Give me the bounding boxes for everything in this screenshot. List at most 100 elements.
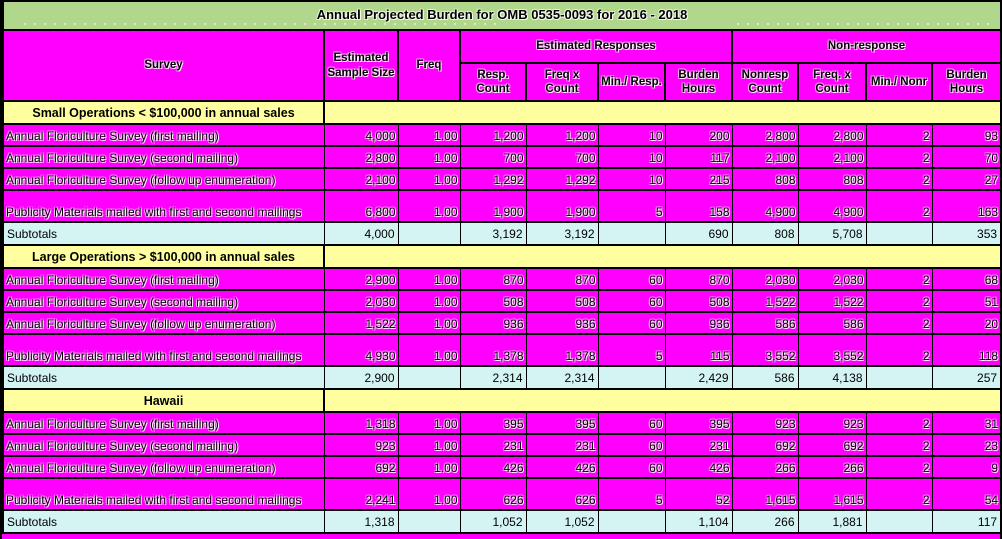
subtotal-value-cell: 2,429 <box>664 365 733 390</box>
table-row: Annual Floriculture Survey (first mailin… <box>2 123 1000 147</box>
value-cell: 2,030 <box>323 289 399 313</box>
subtotal-row: Subtotals 2,900 2,314 2,314 2,429 586 4,138 257 <box>2 365 1000 390</box>
value-cell: 10 <box>597 167 666 191</box>
subtotal-value-cell: 808 <box>731 221 799 246</box>
value-cell: 2 <box>865 145 933 169</box>
subtotal-value-cell <box>865 221 933 246</box>
value-cell: 626 <box>459 477 527 511</box>
value-cell: 2 <box>865 167 933 191</box>
value-cell: 6,800 <box>323 189 399 223</box>
section-header-row: Hawaii <box>2 388 1000 413</box>
value-cell: 2 <box>865 477 933 511</box>
value-cell: 60 <box>597 433 666 457</box>
title-row: Annual Projected Burden for OMB 0535-009… <box>2 0 1000 31</box>
section-header-row: Large Operations > $100,000 in annual sa… <box>2 244 1000 269</box>
survey-name-cell: Publicity Materials mailed with first an… <box>2 189 325 223</box>
subtotal-row: Subtotals 1,318 1,052 1,052 1,104 266 1,881 117 <box>2 509 1000 534</box>
subtotal-value-cell: 5,708 <box>797 221 867 246</box>
value-cell: 2,100 <box>731 145 799 169</box>
subtotal-value-cell: 2,314 <box>525 365 599 390</box>
section-header-label: Hawaii <box>2 388 325 413</box>
group-header-non-response: Non-response <box>730 29 1000 64</box>
value-cell: 1,292 <box>459 167 527 191</box>
subtotals-label: Subtotals <box>2 509 325 534</box>
subtotal-value-cell <box>597 221 666 246</box>
value-cell: 2,800 <box>731 123 799 147</box>
survey-name-cell: Annual Floriculture Survey (first mailin… <box>2 123 325 147</box>
value-cell: 4,900 <box>797 189 867 223</box>
value-cell: 10 <box>597 123 666 147</box>
value-cell: 266 <box>731 455 799 479</box>
value-cell: 51 <box>931 289 1000 313</box>
subtotal-row: Subtotals 4,000 3,192 3,192 690 808 5,708 353 <box>2 221 1000 246</box>
value-cell: 700 <box>459 145 527 169</box>
col-header-survey: Survey <box>2 29 325 102</box>
survey-name-cell: Publicity Materials mailed with first an… <box>2 477 325 511</box>
subtotal-value-cell: 3,192 <box>525 221 599 246</box>
value-cell: 4,000 <box>323 123 399 147</box>
value-cell: 870 <box>664 267 733 291</box>
value-cell: 923 <box>731 411 799 435</box>
value-cell: 2,900 <box>323 267 399 291</box>
value-cell: 54 <box>931 477 1000 511</box>
subtotal-value-cell: 1,052 <box>459 509 527 534</box>
value-cell: 60 <box>597 311 666 335</box>
value-cell: 2 <box>865 311 933 335</box>
value-cell: 426 <box>525 455 599 479</box>
survey-name-cell: Annual Floriculture Survey (second maili… <box>2 145 325 169</box>
value-cell: 215 <box>664 167 733 191</box>
value-cell: 2,800 <box>797 123 867 147</box>
value-cell: 5 <box>597 333 666 367</box>
page-break-dots <box>24 23 496 25</box>
table-row: Annual Floriculture Survey (second maili… <box>2 145 1000 169</box>
col-header-freq-x-count: Freq x Count <box>525 62 599 102</box>
value-cell: 1.00 <box>397 145 461 169</box>
col-header-burden-hours-nonresp: Burden Hours <box>930 62 1000 102</box>
value-cell: 2 <box>865 123 933 147</box>
subtotal-value-cell: 1,052 <box>525 509 599 534</box>
value-cell: 508 <box>664 289 733 313</box>
value-cell: 1.00 <box>397 167 461 191</box>
table-row: Annual Floriculture Survey (follow up en… <box>2 311 1000 335</box>
value-cell: 808 <box>731 167 799 191</box>
value-cell: 1.00 <box>397 411 461 435</box>
value-cell: 60 <box>597 455 666 479</box>
value-cell: 31 <box>931 411 1000 435</box>
value-cell: 1,522 <box>797 289 867 313</box>
value-cell: 2,100 <box>323 167 399 191</box>
value-cell: 1.00 <box>397 433 461 457</box>
value-cell: 936 <box>525 311 599 335</box>
subtotal-value-cell <box>865 365 933 390</box>
value-cell: 10 <box>597 145 666 169</box>
survey-name-cell: Annual Floriculture Survey (first mailin… <box>2 267 325 291</box>
value-cell: 1,522 <box>323 311 399 335</box>
value-cell: 2,800 <box>323 145 399 169</box>
value-cell: 115 <box>664 333 733 367</box>
subtotal-value-cell: 2,900 <box>323 365 399 390</box>
page-break-dots <box>737 23 995 25</box>
subtotal-value-cell: 1,881 <box>797 509 867 534</box>
value-cell: 1,900 <box>459 189 527 223</box>
value-cell: 163 <box>931 189 1000 223</box>
col-header-burden-hours-resp: Burden Hours <box>664 62 733 102</box>
value-cell: 5 <box>597 477 666 511</box>
value-cell: 2,030 <box>797 267 867 291</box>
value-cell: 692 <box>797 433 867 457</box>
value-cell: 1.00 <box>397 289 461 313</box>
subtotals-label: Subtotals <box>2 221 325 246</box>
value-cell: 1,615 <box>731 477 799 511</box>
value-cell: 1.00 <box>397 267 461 291</box>
subtotal-value-cell <box>397 509 461 534</box>
value-cell: 93 <box>931 123 1000 147</box>
value-cell: 117 <box>664 145 733 169</box>
value-cell: 395 <box>525 411 599 435</box>
value-cell: 692 <box>731 433 799 457</box>
table-row: Annual Floriculture Survey (first mailin… <box>2 411 1000 435</box>
value-cell: 395 <box>459 411 527 435</box>
value-cell: 200 <box>664 123 733 147</box>
col-header-sample-size: Estimated Sample Size <box>323 29 399 102</box>
header-subcolumn-row: Resp. Count Freq x Count Min./ Resp. Bur… <box>3 62 1000 102</box>
value-cell: 2 <box>865 267 933 291</box>
